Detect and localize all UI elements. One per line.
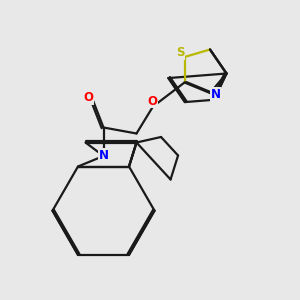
Text: O: O [83, 91, 94, 104]
Text: N: N [210, 88, 220, 101]
Text: O: O [147, 95, 158, 108]
Text: S: S [176, 46, 184, 59]
Text: N: N [98, 148, 109, 162]
